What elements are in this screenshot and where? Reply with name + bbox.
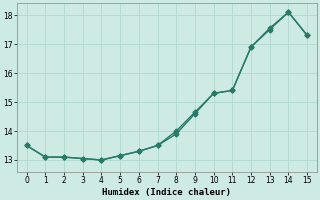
- X-axis label: Humidex (Indice chaleur): Humidex (Indice chaleur): [102, 188, 231, 197]
